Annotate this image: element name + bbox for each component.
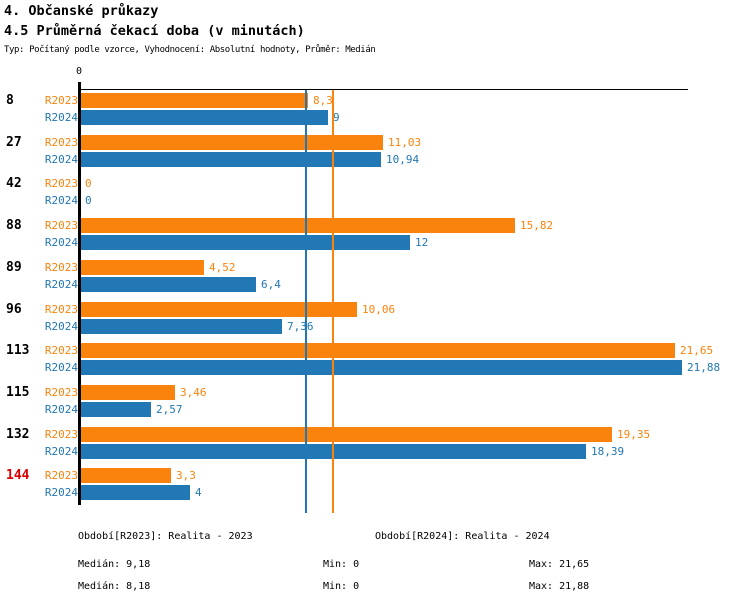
- stat-median-r2023: Medián: 9,18: [78, 559, 151, 570]
- series-label-r2023: R2023: [44, 261, 78, 274]
- bar-value-label-r2024: 6,4: [261, 278, 281, 291]
- bar-r2024: [81, 319, 282, 334]
- stat-median-r2024: Medián: 8,18: [78, 581, 151, 592]
- stat-min-r2023: Min: 0: [323, 559, 360, 570]
- series-label-r2024: R2024: [44, 486, 78, 499]
- bar-value-label-r2023: 3,46: [180, 386, 207, 399]
- stat-max-r2024: Max: 21,88: [529, 581, 590, 592]
- category-label: 8: [6, 93, 14, 108]
- bar-r2023: [81, 218, 515, 233]
- category-label: 144: [6, 468, 30, 483]
- bar-r2023: [81, 135, 383, 150]
- bar-r2023: [81, 302, 357, 317]
- series-label-r2024: R2024: [44, 361, 78, 374]
- bar-value-label-r2023: 15,82: [520, 219, 554, 232]
- category-label: 132: [6, 427, 30, 442]
- series-label-r2024: R2024: [44, 278, 78, 291]
- bar-r2024: [81, 277, 256, 292]
- series-label-r2024: R2024: [44, 403, 78, 416]
- bar-value-label-r2023: 10,06: [362, 303, 396, 316]
- series-label-r2023: R2023: [44, 469, 78, 482]
- category-label: 42: [6, 176, 22, 191]
- bar-value-label-r2024: 21,88: [687, 361, 721, 374]
- bar-value-label-r2024: 4: [195, 486, 202, 499]
- bar-value-label-r2023: 21,65: [680, 344, 714, 357]
- bar-value-label-r2024: 2,57: [156, 403, 183, 416]
- report-title: 4. Občanské průkazy: [4, 3, 159, 19]
- bar-r2023: [81, 385, 175, 400]
- bar-value-label-r2023: 0: [85, 177, 92, 190]
- bar-value-label-r2024: 7,36: [287, 320, 314, 333]
- bar-r2024: [81, 110, 328, 125]
- bar-r2023: [81, 468, 171, 483]
- category-label: 115: [6, 385, 30, 400]
- series-label-r2024: R2024: [44, 445, 78, 458]
- bar-value-label-r2023: 8,3: [313, 94, 333, 107]
- bar-value-label-r2023: 19,35: [617, 428, 651, 441]
- category-label: 113: [6, 343, 30, 358]
- axis-origin-label: 0: [76, 66, 83, 77]
- bar-r2023: [81, 343, 675, 358]
- series-label-r2023: R2023: [44, 177, 78, 190]
- legend-item-r2023: Období[R2023]: Realita - 2023: [78, 531, 253, 542]
- reference-line-median-r2024: [305, 90, 307, 513]
- bar-r2023: [81, 427, 612, 442]
- x-axis-line: [80, 89, 688, 90]
- series-label-r2023: R2023: [44, 428, 78, 441]
- category-label: 89: [6, 260, 22, 275]
- series-label-r2024: R2024: [44, 153, 78, 166]
- legend-item-r2024: Období[R2024]: Realita - 2024: [375, 531, 550, 542]
- reference-line-median-r2023: [332, 90, 334, 513]
- bar-r2023: [81, 93, 308, 108]
- bar-value-label-r2024: 18,39: [591, 445, 625, 458]
- series-label-r2023: R2023: [44, 386, 78, 399]
- series-label-r2024: R2024: [44, 111, 78, 124]
- bar-value-label-r2023: 4,52: [209, 261, 236, 274]
- bar-value-label-r2024: 9: [333, 111, 340, 124]
- category-label: 96: [6, 302, 22, 317]
- series-label-r2024: R2024: [44, 194, 78, 207]
- y-axis-line: [78, 82, 81, 505]
- chart-meta-line: Typ: Počítaný podle vzorce, Vyhodnocení:…: [4, 45, 376, 55]
- series-label-r2024: R2024: [44, 320, 78, 333]
- bar-value-label-r2023: 11,03: [388, 136, 422, 149]
- bar-r2024: [81, 360, 682, 375]
- bar-value-label-r2024: 12: [415, 236, 429, 249]
- series-label-r2023: R2023: [44, 303, 78, 316]
- bar-r2023: [81, 260, 204, 275]
- stat-min-r2024: Min: 0: [323, 581, 360, 592]
- series-label-r2023: R2023: [44, 94, 78, 107]
- chart-title: 4.5 Průměrná čekací doba (v minutách): [4, 23, 305, 39]
- series-label-r2024: R2024: [44, 236, 78, 249]
- series-label-r2023: R2023: [44, 219, 78, 232]
- bar-r2024: [81, 235, 410, 250]
- category-label: 27: [6, 135, 22, 150]
- bar-r2024: [81, 485, 190, 500]
- series-label-r2023: R2023: [44, 136, 78, 149]
- category-label: 88: [6, 218, 22, 233]
- stat-max-r2023: Max: 21,65: [529, 559, 590, 570]
- bar-value-label-r2024: 0: [85, 194, 92, 207]
- bar-r2024: [81, 152, 381, 167]
- bar-r2024: [81, 402, 151, 417]
- series-label-r2023: R2023: [44, 344, 78, 357]
- bar-value-label-r2024: 10,94: [386, 153, 420, 166]
- bar-value-label-r2023: 3,3: [176, 469, 196, 482]
